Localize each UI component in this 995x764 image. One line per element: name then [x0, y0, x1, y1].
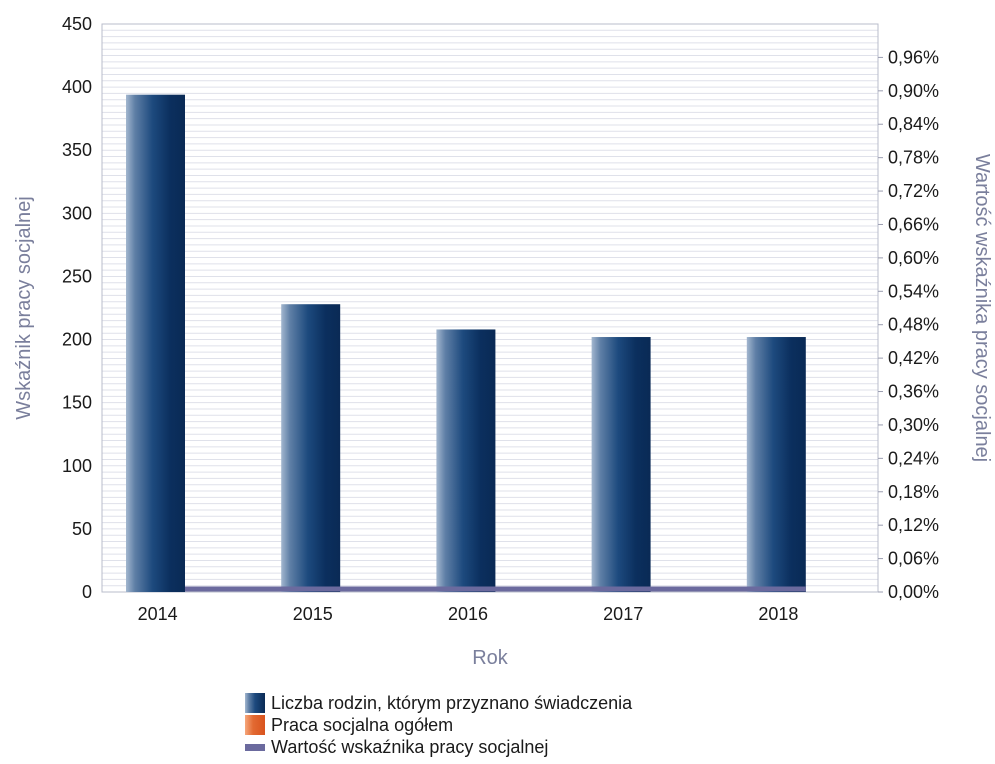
y-tick-label: 350	[62, 140, 92, 160]
y-tick-label: 400	[62, 77, 92, 97]
bar-2018	[746, 337, 806, 592]
y2-tick-label: 0,12%	[888, 515, 939, 535]
x-tick-label: 2016	[448, 604, 488, 624]
y2-tick-label: 0,72%	[888, 181, 939, 201]
y2-tick-label: 0,78%	[888, 148, 939, 168]
y-tick-label: 100	[62, 456, 92, 476]
y2-tick-label: 0,48%	[888, 315, 939, 335]
y2-tick-label: 0,36%	[888, 382, 939, 402]
legend-swatch-social-work	[245, 715, 265, 735]
legend: Liczba rodzin, którym przyznano świadcze…	[245, 692, 632, 758]
x-axis: 2014 2015 2016 2017 2018	[138, 604, 799, 624]
y-axis-left: 0 50 100 150 200 250 300 350 400 450	[62, 14, 92, 602]
y2-tick-label: 0,24%	[888, 448, 939, 468]
y2-tick-label: 0,66%	[888, 214, 939, 234]
bar-2015	[281, 304, 341, 592]
legend-item-families: Liczba rodzin, którym przyznano świadcze…	[245, 692, 632, 714]
y-axis-right: 0,00% 0,06% 0,12% 0,18% 0,24% 0,30% 0,36% 0,42%…	[878, 47, 939, 602]
legend-label-social-work: Praca socjalna ogółem	[271, 715, 454, 735]
bar-2017	[591, 337, 651, 592]
legend-swatch-indicator	[245, 743, 265, 751]
y-tick-label: 50	[72, 519, 92, 539]
y2-axis-title: Wartość wskaźnika pracy socjalnej	[971, 154, 993, 462]
y-tick-label: 450	[62, 14, 92, 34]
y-tick-label: 250	[62, 266, 92, 286]
y2-tick-label: 0,06%	[888, 549, 939, 569]
y2-tick-label: 0,30%	[888, 415, 939, 435]
y2-tick-label: 0,00%	[888, 582, 939, 602]
x-tick-label: 2017	[603, 604, 643, 624]
legend-item-social-work: Praca socjalna ogółem	[245, 714, 632, 736]
x-axis-title: Rok	[472, 647, 509, 669]
y2-tick-label: 0,42%	[888, 348, 939, 368]
bar-2016	[436, 329, 496, 592]
y-tick-label: 200	[62, 330, 92, 350]
legend-label-indicator: Wartość wskaźnika pracy socjalnej	[271, 737, 549, 757]
bars	[126, 94, 806, 592]
y2-tick-label: 0,90%	[888, 81, 939, 101]
y2-tick-label: 0,96%	[888, 47, 939, 67]
x-tick-label: 2015	[293, 604, 333, 624]
bar-2014	[126, 94, 185, 592]
y-tick-label: 150	[62, 393, 92, 413]
x-tick-label: 2018	[758, 604, 798, 624]
legend-swatch-families	[245, 693, 265, 713]
y-tick-label: 0	[82, 582, 92, 602]
y2-tick-label: 0,18%	[888, 482, 939, 502]
x-tick-label: 2014	[138, 604, 178, 624]
y-tick-label: 300	[62, 203, 92, 223]
y2-tick-label: 0,54%	[888, 281, 939, 301]
legend-label-families: Liczba rodzin, którym przyznano świadcze…	[271, 693, 633, 713]
y2-tick-label: 0,60%	[888, 248, 939, 268]
legend-item-indicator: Wartość wskaźnika pracy socjalnej	[245, 736, 632, 758]
y2-tick-label: 0,84%	[888, 114, 939, 134]
y-axis-title: Wskaźnik pracy socjalnej	[13, 196, 35, 419]
